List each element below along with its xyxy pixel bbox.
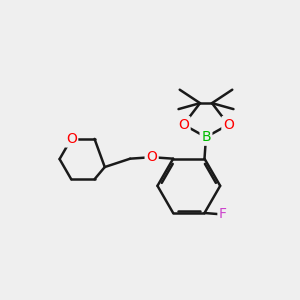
Text: F: F <box>219 208 227 221</box>
Text: O: O <box>146 150 157 164</box>
Text: O: O <box>178 118 189 132</box>
Text: B: B <box>201 130 211 144</box>
Text: O: O <box>223 118 234 132</box>
Text: O: O <box>66 132 77 146</box>
